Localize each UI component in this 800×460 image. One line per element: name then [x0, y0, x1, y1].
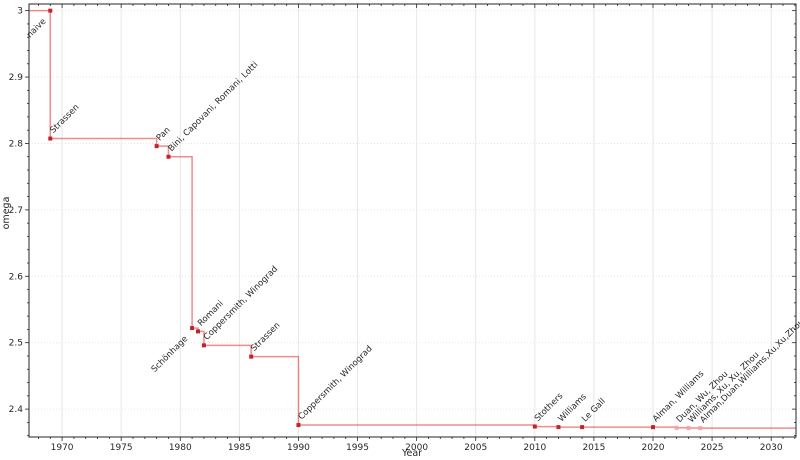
series-layer — [29, 8, 796, 431]
data-point-marker — [686, 426, 691, 431]
point-label: Williams, Xu, Xu, Zhou — [687, 350, 762, 425]
x-tick-label: 2025 — [701, 443, 724, 453]
x-tick-label: 2000 — [405, 443, 428, 453]
x-tick-label: 2030 — [760, 443, 783, 453]
y-tick-label: 2.4 — [9, 405, 24, 415]
data-point-marker — [154, 144, 159, 149]
x-tick-label: 1975 — [110, 443, 133, 453]
x-tick-label: 1970 — [51, 443, 74, 453]
y-tick-label: 2.9 — [9, 73, 24, 83]
point-label: Schönhage — [150, 334, 190, 374]
data-point-marker — [201, 343, 206, 348]
data-point-marker — [249, 354, 254, 359]
x-tick-label: 1980 — [169, 443, 192, 453]
data-point-marker — [166, 154, 171, 159]
point-label: Strassen — [48, 103, 81, 136]
x-tick-label: 1990 — [287, 443, 310, 453]
plot-border — [28, 3, 797, 438]
y-tick-label: 2.6 — [9, 272, 24, 282]
data-point-marker — [532, 424, 537, 429]
data-point-marker — [674, 425, 679, 430]
grid-layer — [29, 4, 796, 437]
x-tick-label: 2010 — [523, 443, 546, 453]
y-tick-label: 3 — [17, 7, 23, 17]
x-tick-label: 1985 — [228, 443, 251, 453]
data-point-marker — [48, 136, 53, 141]
y-axis-title: omega — [1, 197, 12, 230]
point-label: Coppersmith, Winograd — [297, 344, 375, 422]
data-point-marker — [296, 423, 301, 428]
point-label: Strassen — [249, 321, 282, 354]
x-axis-title: Year — [401, 448, 422, 459]
x-tick-label: 2015 — [582, 443, 605, 453]
data-point-marker — [651, 425, 655, 430]
data-point-marker — [698, 426, 703, 431]
y-tick-label: 2.7 — [9, 206, 23, 216]
data-point-marker — [190, 326, 195, 331]
x-tick-label: 2020 — [642, 443, 665, 453]
x-tick-label: 2005 — [464, 443, 487, 453]
point-label: naive — [25, 17, 48, 40]
data-point-marker — [196, 329, 200, 334]
data-point-marker — [48, 8, 53, 13]
y-tick-label: 2.8 — [9, 139, 24, 149]
omega-step-line — [29, 9, 796, 429]
y-tick-label: 2.5 — [9, 339, 23, 349]
axes-layer: 1970 1975 1980 1985 1990 1995 2000 2005 2010 2015… — [9, 3, 797, 453]
x-tick-label: 1995 — [346, 443, 369, 453]
data-point-marker — [556, 425, 561, 430]
data-point-marker — [580, 425, 585, 430]
